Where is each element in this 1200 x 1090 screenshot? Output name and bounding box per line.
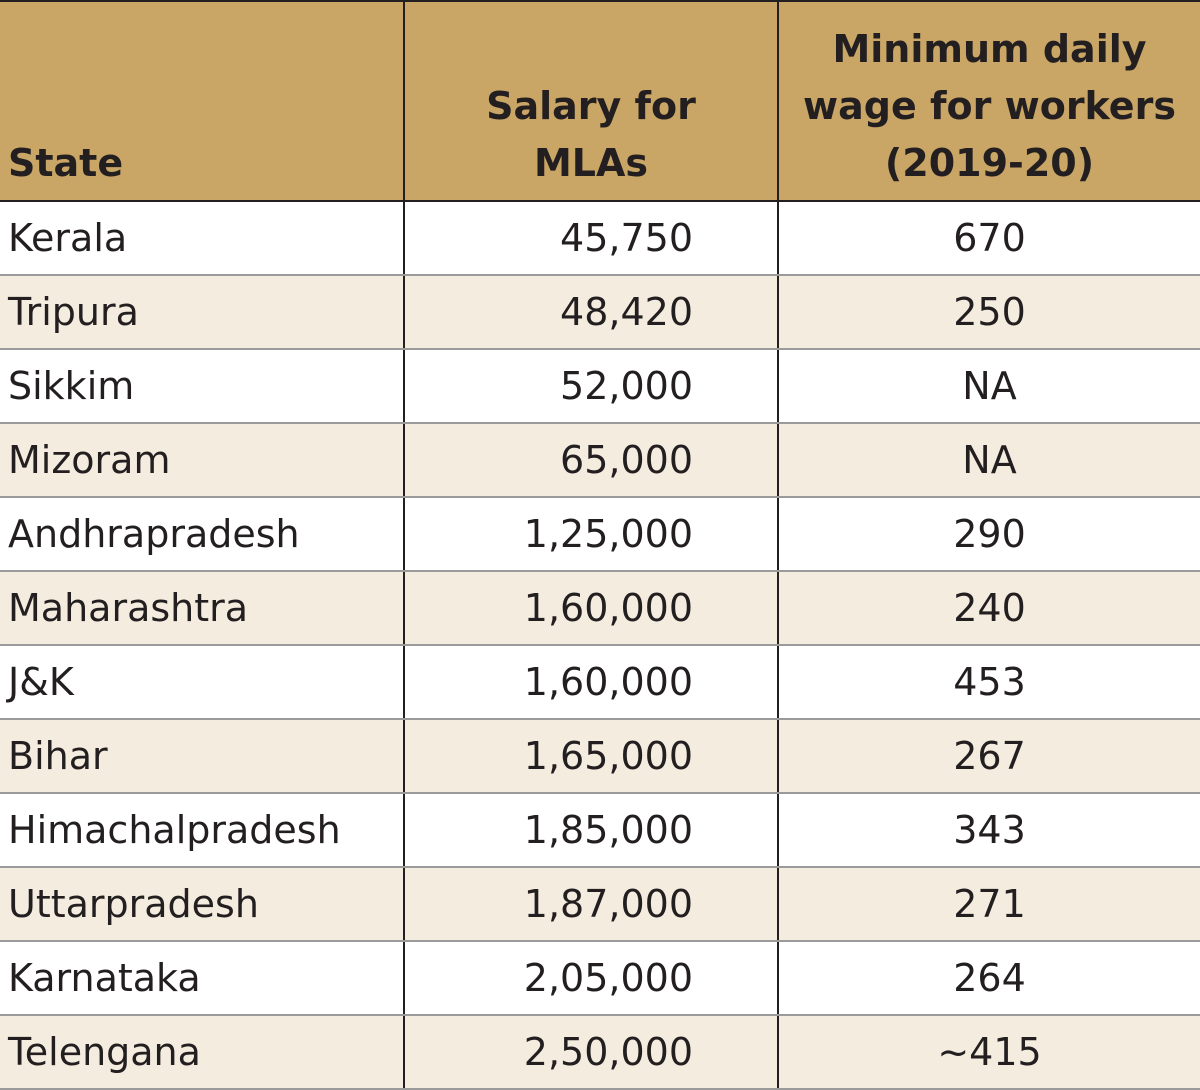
header-wage-line2: wage for workers [803, 84, 1176, 128]
cell-salary: 1,60,000 [404, 571, 779, 646]
table-row: Telengana 2,50,000 ~415 [0, 1015, 1200, 1090]
table-row: Andhrapradesh 1,25,000 290 [0, 497, 1200, 572]
table-row: J&K 1,60,000 453 [0, 645, 1200, 720]
header-salary-line1: Salary for [486, 84, 696, 128]
table-row: Maharashtra 1,60,000 240 [0, 571, 1200, 646]
cell-wage: 267 [778, 719, 1200, 794]
header-row: State Salary for MLAs Minimum daily wage… [0, 0, 1200, 202]
cell-salary: 1,65,000 [404, 719, 779, 794]
table-body: Kerala 45,750 670 Tripura 48,420 250 Sik… [0, 201, 1200, 1090]
cell-salary: 45,750 [404, 201, 779, 276]
header-wage-line3: (2019-20) [884, 141, 1095, 185]
cell-wage: NA [778, 423, 1200, 498]
cell-state: Uttarpradesh [0, 867, 405, 942]
cell-salary: 65,000 [404, 423, 779, 498]
header-salary: Salary for MLAs [404, 0, 779, 202]
cell-state: Mizoram [0, 423, 405, 498]
cell-state: Karnataka [0, 941, 405, 1016]
cell-state: Maharashtra [0, 571, 405, 646]
table-row: Mizoram 65,000 NA [0, 423, 1200, 498]
cell-state: Bihar [0, 719, 405, 794]
cell-wage: ~415 [778, 1015, 1200, 1090]
cell-salary: 1,85,000 [404, 793, 779, 868]
table-row: Karnataka 2,05,000 264 [0, 941, 1200, 1016]
cell-wage: 264 [778, 941, 1200, 1016]
header-state: State [0, 0, 405, 202]
cell-state: Kerala [0, 201, 405, 276]
cell-wage: 250 [778, 275, 1200, 350]
cell-salary: 1,87,000 [404, 867, 779, 942]
table-row: Kerala 45,750 670 [0, 201, 1200, 276]
table-row: Sikkim 52,000 NA [0, 349, 1200, 424]
table-header: State Salary for MLAs Minimum daily wage… [0, 0, 1200, 202]
header-wage-line1: Minimum daily [832, 27, 1147, 71]
cell-wage: 670 [778, 201, 1200, 276]
cell-state: Andhrapradesh [0, 497, 405, 572]
header-state-label: State [8, 141, 124, 185]
cell-state: J&K [0, 645, 405, 720]
table-row: Bihar 1,65,000 267 [0, 719, 1200, 794]
header-salary-line2: MLAs [533, 141, 649, 185]
header-wage: Minimum daily wage for workers (2019-20) [778, 0, 1200, 202]
table-row: Tripura 48,420 250 [0, 275, 1200, 350]
cell-salary: 48,420 [404, 275, 779, 350]
cell-wage: 240 [778, 571, 1200, 646]
table-row: Uttarpradesh 1,87,000 271 [0, 867, 1200, 942]
cell-state: Tripura [0, 275, 405, 350]
cell-salary: 1,25,000 [404, 497, 779, 572]
cell-state: Telengana [0, 1015, 405, 1090]
cell-wage: 453 [778, 645, 1200, 720]
cell-wage: 343 [778, 793, 1200, 868]
cell-salary: 2,05,000 [404, 941, 779, 1016]
table-row: Himachalpradesh 1,85,000 343 [0, 793, 1200, 868]
cell-salary: 2,50,000 [404, 1015, 779, 1090]
cell-wage: NA [778, 349, 1200, 424]
cell-wage: 271 [778, 867, 1200, 942]
cell-salary: 1,60,000 [404, 645, 779, 720]
cell-state: Sikkim [0, 349, 405, 424]
cell-state: Himachalpradesh [0, 793, 405, 868]
cell-salary: 52,000 [404, 349, 779, 424]
cell-wage: 290 [778, 497, 1200, 572]
